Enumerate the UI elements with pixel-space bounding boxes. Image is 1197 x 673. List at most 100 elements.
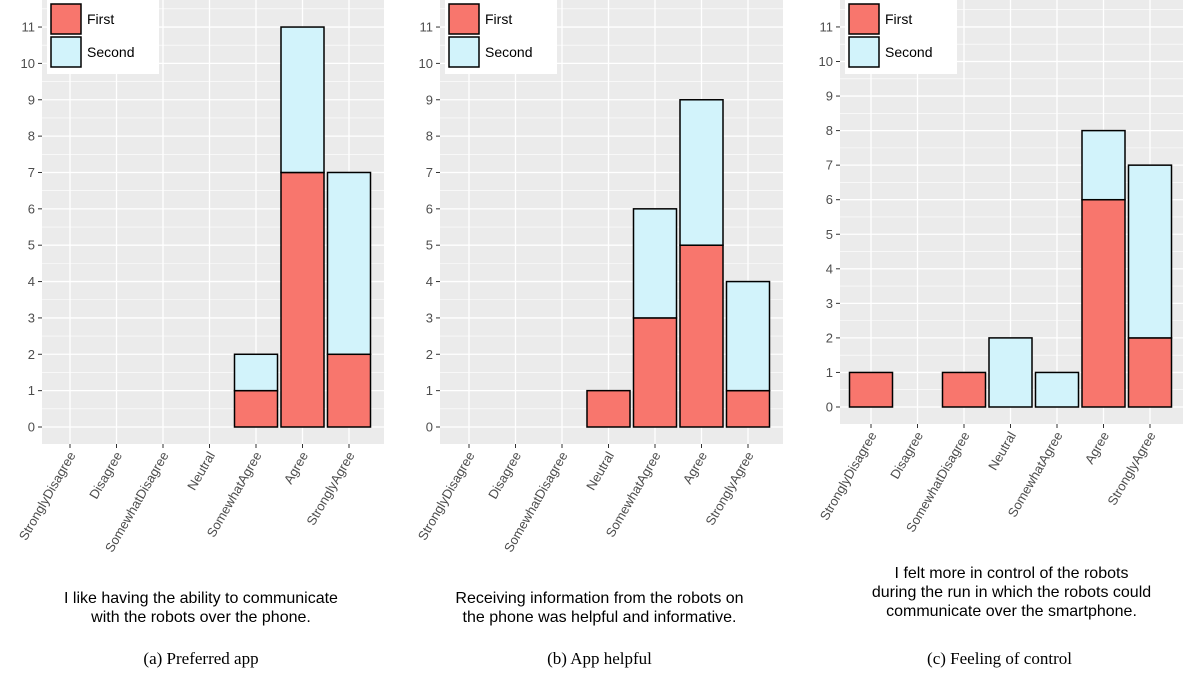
- y-tick-label: 0: [426, 420, 433, 435]
- subfigure-caption: (b) App helpful: [547, 649, 652, 668]
- legend-label: Second: [87, 44, 134, 60]
- bar-first-Agree: [281, 172, 324, 427]
- bar-second-StronglyAgree: [328, 172, 371, 354]
- y-tick-label: 4: [426, 274, 433, 289]
- subfigure-caption: (a) Preferred app: [143, 649, 258, 668]
- bar-second-SomewhatAgree: [1036, 372, 1079, 407]
- legend-label: First: [87, 11, 114, 27]
- y-tick-label: 10: [21, 56, 35, 71]
- x-tick-label: Disagree: [485, 449, 524, 502]
- legend-label: Second: [885, 44, 932, 60]
- bar-first-SomewhatDisagree: [943, 372, 986, 407]
- bar-second-Agree: [281, 27, 324, 172]
- x-axis-label: during the run in which the robots could: [872, 584, 1151, 601]
- y-tick-label: 5: [28, 238, 35, 253]
- legend-key-first: [449, 4, 479, 34]
- legend-key-second: [51, 37, 81, 67]
- bar-first-StronglyDisagree: [850, 372, 893, 407]
- bar-second-SomewhatAgree: [634, 209, 677, 318]
- x-tick-label: Neutral: [985, 429, 1019, 473]
- x-tick-label: Agree: [680, 449, 710, 487]
- y-tick-label: 6: [826, 192, 833, 207]
- bar-first-StronglyAgree: [328, 354, 371, 427]
- y-tick-label: 7: [426, 165, 433, 180]
- bar-first-SomewhatAgree: [235, 391, 278, 427]
- y-tick-label: 11: [820, 19, 834, 34]
- y-tick-label: 3: [28, 310, 35, 325]
- y-tick-label: 9: [426, 92, 433, 107]
- x-tick-label: StronglyAgree: [702, 449, 756, 528]
- x-tick-label: Neutral: [583, 449, 617, 493]
- x-tick-label: StronglyDisagree: [16, 449, 79, 543]
- y-tick-label: 10: [419, 56, 433, 71]
- bar-first-Agree: [680, 245, 723, 427]
- bar-first-StronglyAgree: [1129, 338, 1172, 407]
- bar-second-SomewhatAgree: [235, 354, 278, 390]
- legend-label: First: [485, 11, 512, 27]
- y-tick-label: 7: [28, 165, 35, 180]
- y-tick-label: 3: [826, 296, 833, 311]
- y-tick-label: 8: [426, 129, 433, 144]
- bar-second-StronglyAgree: [1129, 165, 1172, 338]
- bar-second-Agree: [1082, 131, 1125, 200]
- x-tick-label: StronglyAgree: [1104, 429, 1158, 508]
- x-tick-label: StronglyAgree: [303, 449, 357, 528]
- bar-second-StronglyAgree: [727, 282, 770, 391]
- x-axis-label: the phone was helpful and informative.: [463, 609, 737, 626]
- y-tick-label: 4: [826, 261, 833, 276]
- bar-second-Agree: [680, 100, 723, 245]
- legend-key-first: [51, 4, 81, 34]
- y-tick-label: 5: [426, 238, 433, 253]
- legend: First Second: [47, 0, 159, 74]
- x-tick-label: Disagree: [887, 429, 926, 482]
- y-tick-label: 8: [28, 129, 35, 144]
- y-tick-label: 8: [826, 123, 833, 138]
- bar-second-Neutral: [989, 338, 1032, 407]
- y-tick-label: 3: [426, 310, 433, 325]
- x-tick-label: StronglyDisagree: [817, 429, 880, 523]
- y-tick-label: 0: [28, 420, 35, 435]
- y-tick-label: 6: [426, 201, 433, 216]
- y-tick-label: 1: [826, 365, 833, 380]
- x-tick-label: Agree: [281, 449, 311, 487]
- y-tick-label: 11: [420, 20, 434, 35]
- x-tick-label: StronglyDisagree: [415, 449, 478, 543]
- x-axis-label: Receiving information from the robots on: [455, 590, 743, 607]
- subfigure-caption: (c) Feeling of control: [927, 649, 1072, 668]
- y-tick-label: 0: [826, 400, 833, 415]
- bar-first-Neutral: [587, 391, 630, 427]
- bar-first-Agree: [1082, 200, 1125, 407]
- y-tick-label: 1: [28, 383, 35, 398]
- x-tick-label: Disagree: [86, 449, 125, 502]
- y-tick-label: 7: [826, 158, 833, 173]
- legend-label: Second: [485, 44, 532, 60]
- x-axis-label: with the robots over the phone.: [90, 609, 311, 626]
- x-axis-label: I felt more in control of the robots: [895, 565, 1129, 582]
- y-tick-label: 6: [28, 201, 35, 216]
- y-tick-label: 1: [426, 383, 433, 398]
- y-tick-label: 10: [819, 54, 833, 69]
- y-tick-label: 4: [28, 274, 35, 289]
- legend-key-second: [849, 37, 879, 67]
- x-tick-label: Neutral: [184, 449, 218, 493]
- y-tick-label: 2: [426, 347, 433, 362]
- legend-key-second: [449, 37, 479, 67]
- y-tick-label: 9: [826, 89, 833, 104]
- legend: First Second: [445, 0, 557, 74]
- y-tick-label: 11: [22, 20, 36, 35]
- x-tick-label: Agree: [1082, 429, 1112, 467]
- y-tick-label: 5: [826, 227, 833, 242]
- x-axis-label: communicate over the smartphone.: [886, 603, 1137, 620]
- y-tick-label: 2: [826, 330, 833, 345]
- legend-label: First: [885, 11, 912, 27]
- legend: First Second: [845, 0, 957, 74]
- y-tick-label: 9: [28, 92, 35, 107]
- legend-key-first: [849, 4, 879, 34]
- x-axis-label: I like having the ability to communicate: [64, 590, 338, 607]
- y-tick-label: 2: [28, 347, 35, 362]
- bar-first-StronglyAgree: [727, 391, 770, 427]
